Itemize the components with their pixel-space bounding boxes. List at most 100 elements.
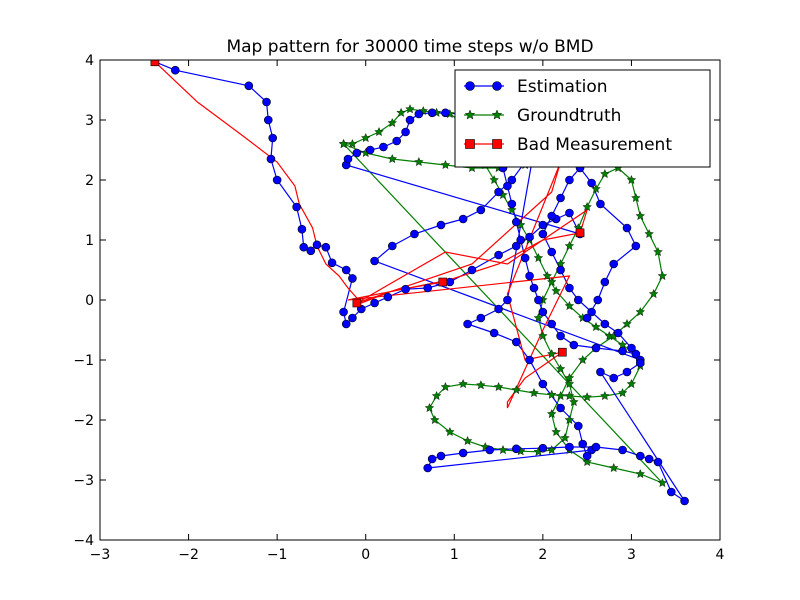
x-tick-label: 0 [361, 547, 370, 563]
data-point-estimation [573, 421, 583, 431]
data-point-estimation [489, 328, 499, 338]
data-point-estimation [591, 343, 601, 353]
data-point-estimation [272, 175, 282, 185]
data-point-estimation [582, 313, 592, 323]
legend-label-groundtruth: Groundtruth [517, 106, 621, 126]
data-point-groundtruth [396, 107, 406, 117]
data-point-groundtruth [644, 228, 654, 239]
data-point-estimation [327, 258, 337, 268]
data-point-groundtruth [657, 270, 668, 281]
data-point-estimation [565, 442, 574, 452]
data-point-estimation [618, 346, 627, 356]
data-point-estimation [609, 259, 619, 269]
data-point-groundtruth [622, 318, 632, 329]
data-point-estimation [341, 265, 351, 275]
data-point-estimation [547, 247, 557, 257]
data-point-estimation [565, 175, 574, 185]
data-point-estimation [297, 224, 307, 234]
data-point-estimation [525, 271, 534, 281]
data-point-groundtruth [538, 330, 548, 341]
data-point-estimation [644, 454, 654, 464]
data-point-groundtruth [458, 378, 468, 389]
data-point-estimation [538, 307, 548, 317]
data-point-groundtruth [414, 156, 424, 167]
data-point-estimation [348, 274, 357, 283]
data-point-estimation [266, 154, 276, 164]
data-point-groundtruth [564, 378, 575, 389]
data-point-groundtruth [582, 392, 592, 402]
legend-marker-bad-measurement [492, 139, 502, 149]
legend-label-bad-measurement: Bad Measurement [517, 135, 672, 155]
data-point-groundtruth [445, 426, 455, 437]
data-point-estimation [622, 223, 632, 233]
data-point-estimation [556, 193, 565, 203]
data-point-groundtruth [546, 348, 557, 359]
y-tick-label: 4 [85, 53, 94, 69]
data-point-estimation [436, 220, 446, 230]
data-point-estimation [511, 241, 521, 251]
data-point-groundtruth [546, 408, 557, 419]
data-point-estimation [538, 229, 548, 239]
data-point-groundtruth [542, 270, 553, 281]
data-point-bad-measurement [558, 347, 567, 357]
data-point-groundtruth [657, 477, 668, 488]
data-point-estimation [538, 379, 548, 389]
x-tick-label: 1 [450, 547, 459, 563]
y-tick-label: 3 [85, 113, 94, 129]
data-point-estimation [556, 403, 565, 413]
data-point-groundtruth [564, 390, 575, 401]
data-point-estimation [423, 463, 433, 473]
data-point-groundtruth [600, 390, 610, 401]
data-point-estimation [600, 319, 610, 329]
data-point-estimation [600, 277, 610, 287]
data-point-groundtruth [564, 300, 575, 311]
data-point-estimation [516, 235, 526, 245]
data-point-groundtruth [582, 201, 592, 212]
y-tick-label: 0 [85, 293, 94, 309]
data-point-groundtruth [564, 240, 575, 251]
data-point-estimation [292, 202, 301, 212]
data-point-bad-measurement [438, 277, 448, 287]
data-point-estimation [383, 292, 393, 302]
data-point-estimation [436, 451, 446, 461]
data-point-estimation [534, 295, 543, 305]
x-tick-label: 3 [627, 547, 636, 563]
data-point-groundtruth [405, 104, 415, 114]
data-point-groundtruth [608, 462, 619, 473]
data-point-groundtruth [360, 132, 371, 143]
data-point-estimation [511, 444, 521, 454]
data-point-groundtruth [533, 312, 544, 323]
data-point-estimation [627, 343, 636, 353]
data-point-estimation [507, 199, 517, 209]
data-point-groundtruth [631, 192, 641, 203]
data-point-estimation [423, 283, 433, 293]
data-point-estimation [618, 445, 627, 455]
data-point-estimation [405, 115, 415, 125]
data-point-estimation [587, 178, 596, 188]
data-point-estimation [635, 358, 645, 368]
data-point-groundtruth [347, 138, 358, 149]
chart-title: Map pattern for 30000 time steps w/o BMD [226, 37, 593, 57]
data-point-estimation [547, 319, 557, 329]
data-point-estimation [463, 319, 472, 329]
y-tick-label: −1 [73, 353, 94, 369]
x-tick-label: 2 [538, 547, 547, 563]
data-point-estimation [565, 208, 574, 218]
data-point-groundtruth [498, 444, 508, 455]
data-point-estimation [569, 340, 579, 350]
data-point-groundtruth [387, 153, 398, 164]
data-point-estimation [547, 211, 557, 221]
data-point-groundtruth [555, 390, 566, 401]
data-point-estimation [379, 142, 388, 152]
data-point-estimation [414, 109, 424, 119]
legend-marker-bad-measurement [465, 139, 475, 149]
data-point-estimation [631, 241, 641, 251]
data-point-groundtruth [511, 384, 522, 395]
data-point-estimation [387, 241, 397, 251]
data-point-estimation [458, 448, 468, 458]
data-point-groundtruth [555, 363, 566, 374]
data-point-groundtruth [430, 414, 440, 425]
data-point-estimation [622, 367, 632, 377]
data-point-groundtruth [569, 396, 579, 407]
data-point-estimation [476, 205, 486, 215]
